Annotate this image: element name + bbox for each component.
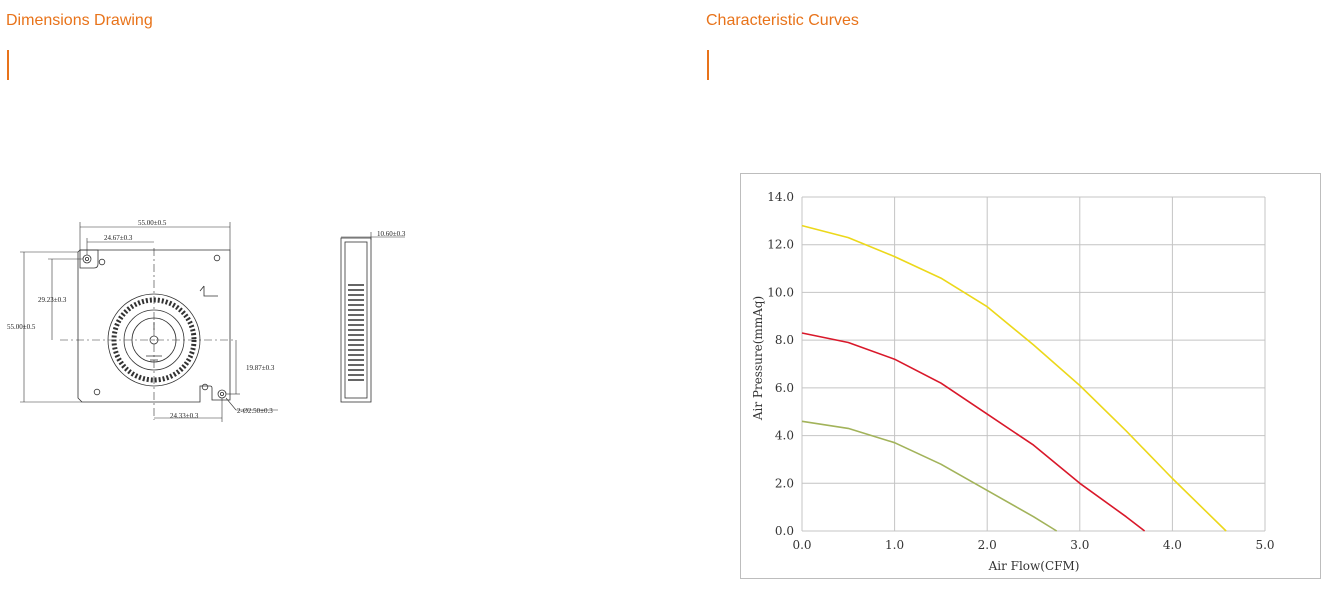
accent-bar-right bbox=[707, 50, 709, 80]
mounting-tab-top-left bbox=[79, 249, 99, 269]
x-tick-label: 0.0 bbox=[792, 538, 811, 552]
rotation-arrow bbox=[199, 285, 218, 297]
chart-frame bbox=[740, 173, 1321, 579]
y-tick-label: 6.0 bbox=[775, 381, 794, 395]
dim-hole-y-right: 19.87±0.3 bbox=[246, 364, 275, 372]
y-axis-label: Air Pressure(mmAq) bbox=[751, 296, 765, 421]
characteristic-curves-title: Characteristic Curves bbox=[706, 12, 859, 29]
y-tick-label: 2.0 bbox=[775, 476, 794, 490]
y-tick-label: 8.0 bbox=[775, 333, 794, 347]
fan-side-view bbox=[340, 237, 372, 403]
dim-hole-x-bottom: 24.33±0.3 bbox=[170, 412, 199, 420]
x-tick-label: 5.0 bbox=[1255, 538, 1274, 552]
dimensions-drawing-title: Dimensions Drawing bbox=[6, 12, 153, 29]
y-tick-label: 0.0 bbox=[775, 524, 794, 538]
y-tick-label: 4.0 bbox=[775, 429, 794, 443]
mounting-hole-bottom-right bbox=[217, 389, 227, 399]
x-axis-label: Air Flow(CFM) bbox=[988, 559, 1080, 573]
y-tick-label: 12.0 bbox=[767, 238, 794, 252]
y-tick-label: 10.0 bbox=[767, 285, 794, 299]
series-line-3 bbox=[801, 420, 1058, 532]
mounting-hole-top-left bbox=[82, 254, 92, 264]
x-tick-label: 3.0 bbox=[1070, 538, 1089, 552]
accent-bar-left bbox=[7, 50, 9, 80]
series-line-2 bbox=[801, 332, 1146, 532]
dim-thickness: 10.60±0.3 bbox=[377, 230, 406, 238]
screw-mark bbox=[201, 383, 209, 391]
dimensions-drawing: 55.00±0.5 24.67±0.3 29.23±0.3 55.00±0.5 … bbox=[7, 219, 406, 422]
screw-mark bbox=[213, 254, 221, 262]
fan-body-outline bbox=[77, 249, 231, 403]
screw-mark bbox=[98, 258, 106, 266]
dim-width-total: 55.00±0.5 bbox=[138, 219, 167, 227]
characteristic-curves-chart: 0.0 1.0 2.0 3.0 4.0 5.0 0.0 2.0 4.0 6.0 8.0 10.0 12.… bbox=[751, 190, 1275, 573]
dim-hole-x-top: 24.67±0.3 bbox=[104, 234, 133, 242]
dim-hole-y-left: 29.23±0.3 bbox=[38, 296, 67, 304]
dim-height-total: 55.00±0.5 bbox=[7, 323, 36, 331]
x-tick-label: 2.0 bbox=[978, 538, 997, 552]
screw-mark bbox=[93, 388, 101, 396]
y-tick-label: 14.0 bbox=[767, 190, 794, 204]
series-line-1 bbox=[801, 224, 1227, 532]
x-tick-label: 4.0 bbox=[1163, 538, 1182, 552]
dim-hole-diameter: 2-Ø2.50±0.3 bbox=[237, 407, 273, 415]
x-tick-label: 1.0 bbox=[885, 538, 904, 552]
